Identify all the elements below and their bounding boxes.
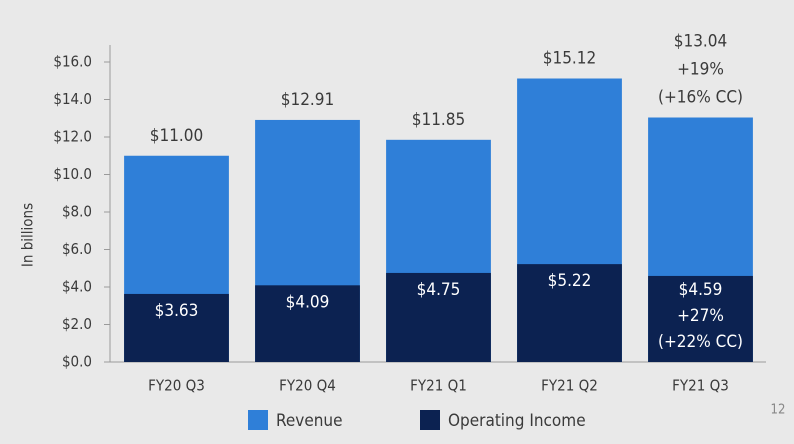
value-label: $4.75	[417, 280, 461, 300]
bar	[517, 264, 622, 362]
y-tick-label: $0.0	[62, 353, 92, 371]
y-tick-label: $14.0	[53, 90, 92, 108]
legend-swatch	[248, 410, 268, 430]
bar	[648, 275, 753, 362]
legend-label: Operating Income	[448, 411, 586, 431]
bar	[386, 272, 491, 362]
value-label: $3.63	[155, 301, 199, 321]
legend-swatch	[420, 410, 440, 430]
value-label: $4.59	[679, 280, 723, 300]
y-tick-label: $4.0	[62, 278, 92, 296]
y-tick-label: $2.0	[62, 315, 92, 333]
y-tick-label: $10.0	[53, 165, 92, 183]
bar	[255, 285, 360, 362]
x-tick-label: FY20 Q4	[279, 377, 336, 395]
value-label: $11.85	[412, 110, 466, 130]
y-tick-label: $12.0	[53, 128, 92, 146]
annotation: +19%	[677, 60, 724, 80]
x-tick-label: FY21 Q3	[672, 377, 729, 395]
x-tick-label: FY21 Q1	[410, 377, 467, 395]
y-tick-label: $6.0	[62, 240, 92, 258]
value-label: $13.04	[674, 32, 728, 52]
x-tick-label: FY20 Q3	[148, 377, 205, 395]
annotation: +27%	[677, 306, 724, 326]
x-tick-label: FY21 Q2	[541, 377, 598, 395]
y-axis-label: In billions	[19, 203, 37, 267]
annotation: (+22% CC)	[658, 332, 743, 352]
value-label: $5.22	[548, 271, 592, 291]
value-label: $15.12	[543, 49, 597, 69]
value-label: $11.00	[150, 126, 204, 146]
value-label: $4.09	[286, 292, 330, 312]
page-number: 12	[771, 403, 786, 418]
bar	[124, 293, 229, 362]
y-tick-label: $8.0	[62, 203, 92, 221]
y-tick-label: $16.0	[53, 53, 92, 71]
annotation: (+16% CC)	[658, 88, 743, 108]
legend-label: Revenue	[276, 411, 343, 431]
value-label: $12.91	[281, 90, 335, 110]
